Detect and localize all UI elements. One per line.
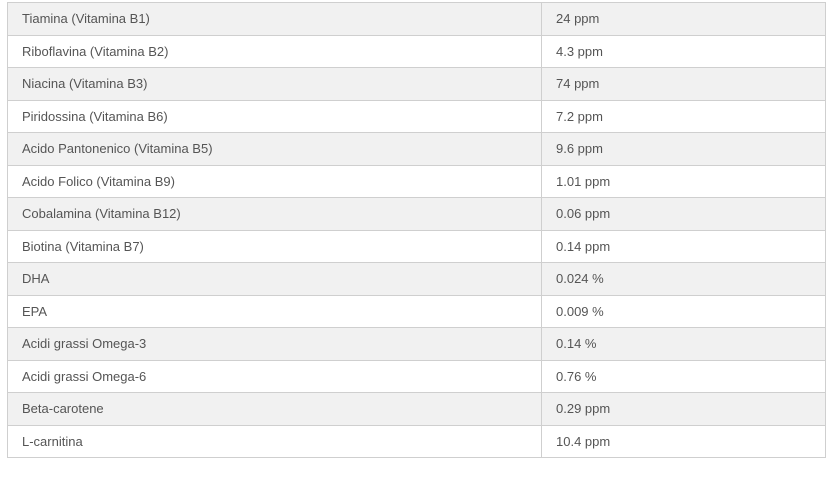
table-row: Riboflavina (Vitamina B2) 4.3 ppm xyxy=(7,34,826,68)
nutrient-name: DHA xyxy=(7,262,542,296)
table-row: Acidi grassi Omega-6 0.76 % xyxy=(7,359,826,393)
nutrient-value: 10.4 ppm xyxy=(541,424,826,458)
nutrient-name: Riboflavina (Vitamina B2) xyxy=(7,34,542,68)
nutrient-name: Niacina (Vitamina B3) xyxy=(7,67,542,101)
table-row: Tiamina (Vitamina B1) 24 ppm xyxy=(7,2,826,36)
table-row: DHA 0.024 % xyxy=(7,262,826,296)
nutrient-name: Cobalamina (Vitamina B12) xyxy=(7,197,542,231)
nutrient-name: Piridossina (Vitamina B6) xyxy=(7,99,542,133)
nutrient-value: 9.6 ppm xyxy=(541,132,826,166)
table-row: EPA 0.009 % xyxy=(7,294,826,328)
nutrient-value: 0.76 % xyxy=(541,359,826,393)
nutrient-name: Acido Pantonenico (Vitamina B5) xyxy=(7,132,542,166)
nutrient-value: 0.06 ppm xyxy=(541,197,826,231)
nutrient-value: 0.009 % xyxy=(541,294,826,328)
nutrient-name: EPA xyxy=(7,294,542,328)
nutrient-value: 24 ppm xyxy=(541,2,826,36)
table-row: Biotina (Vitamina B7) 0.14 ppm xyxy=(7,229,826,263)
nutrient-value: 0.14 % xyxy=(541,327,826,361)
nutrient-name: Beta-carotene xyxy=(7,392,542,426)
nutrient-name: Acido Folico (Vitamina B9) xyxy=(7,164,542,198)
table-row: Acidi grassi Omega-3 0.14 % xyxy=(7,327,826,361)
table-row: Niacina (Vitamina B3) 74 ppm xyxy=(7,67,826,101)
nutrient-name: Acidi grassi Omega-6 xyxy=(7,359,542,393)
table-row: Acido Pantonenico (Vitamina B5) 9.6 ppm xyxy=(7,132,826,166)
table-row: Piridossina (Vitamina B6) 7.2 ppm xyxy=(7,99,826,133)
nutrient-name: L-carnitina xyxy=(7,424,542,458)
nutrient-table: Tiamina (Vitamina B1) 24 ppm Riboflavina (… xyxy=(7,2,826,458)
nutrient-value: 1.01 ppm xyxy=(541,164,826,198)
nutrient-value: 74 ppm xyxy=(541,67,826,101)
nutrient-name: Biotina (Vitamina B7) xyxy=(7,229,542,263)
nutrient-value: 0.024 % xyxy=(541,262,826,296)
nutrient-name: Acidi grassi Omega-3 xyxy=(7,327,542,361)
nutrient-value: 0.29 ppm xyxy=(541,392,826,426)
nutrient-name: Tiamina (Vitamina B1) xyxy=(7,2,542,36)
nutrient-value: 0.14 ppm xyxy=(541,229,826,263)
nutrient-value: 7.2 ppm xyxy=(541,99,826,133)
table-row: Beta-carotene 0.29 ppm xyxy=(7,392,826,426)
nutrient-value: 4.3 ppm xyxy=(541,34,826,68)
table-row: Acido Folico (Vitamina B9) 1.01 ppm xyxy=(7,164,826,198)
table-row: L-carnitina 10.4 ppm xyxy=(7,424,826,458)
nutrient-table-body: Tiamina (Vitamina B1) 24 ppm Riboflavina (… xyxy=(7,2,826,458)
table-row: Cobalamina (Vitamina B12) 0.06 ppm xyxy=(7,197,826,231)
